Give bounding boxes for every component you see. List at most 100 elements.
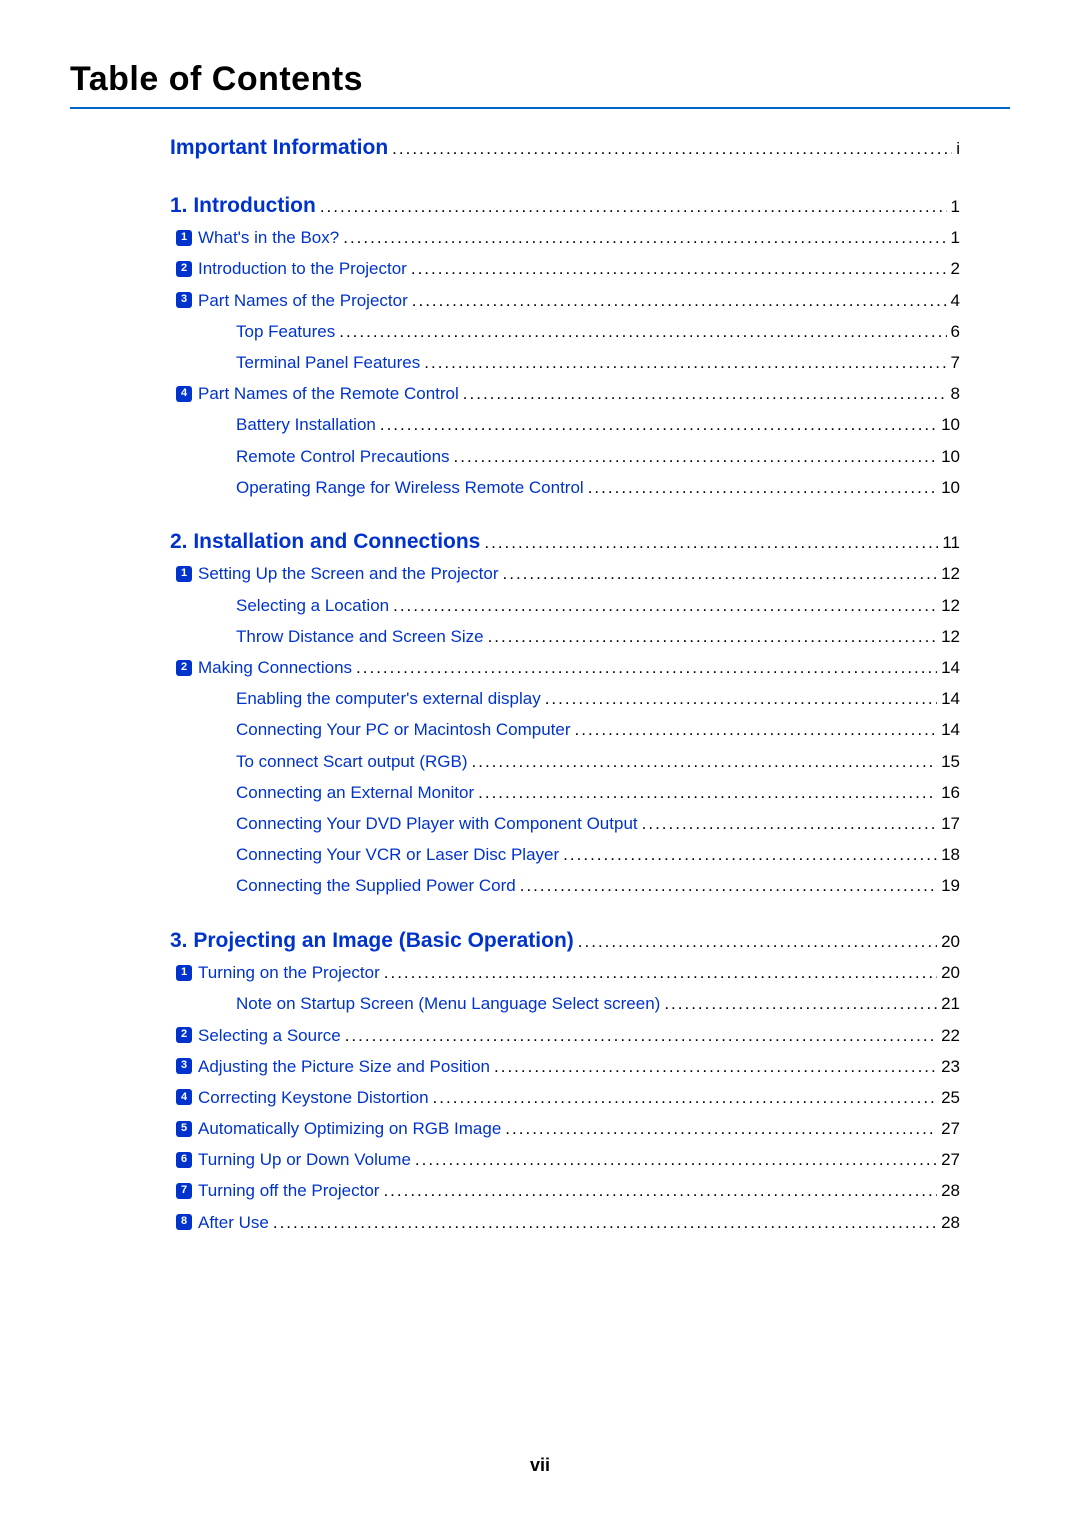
toc-entry-page: 14 [937,654,960,681]
toc-entry[interactable]: Throw Distance and Screen Size 12 [170,623,960,650]
toc-entry[interactable]: 7Turning off the Projector 28 [170,1177,960,1204]
toc-number-badge: 1 [176,230,192,246]
toc-entry-label: Important Information [170,131,392,165]
toc-number-badge: 8 [176,1214,192,1230]
toc-leaders [320,193,947,220]
toc-leaders [273,1209,937,1236]
toc-entry-label: Correcting Keystone Distortion [198,1084,433,1111]
toc-list: Important Information i 1. Introduction 1… [70,131,1010,1236]
toc-leaders [433,1084,938,1111]
toc-entry-page: 8 [947,380,960,407]
toc-number-badge: 1 [176,566,192,582]
toc-entry[interactable]: 2Selecting a Source 22 [170,1022,960,1049]
toc-entry[interactable]: 5Automatically Optimizing on RGB Image 2… [170,1115,960,1142]
toc-entry[interactable]: To connect Scart output (RGB) 15 [170,748,960,775]
page-number: vii [0,1455,1080,1476]
toc-entry[interactable]: 1 Setting Up the Screen and the Projector… [170,560,960,587]
toc-entry[interactable]: 2Making Connections 14 [170,654,960,681]
toc-leaders [411,255,947,282]
toc-entry-label: Selecting a Location [236,592,393,619]
toc-entry[interactable]: Connecting Your DVD Player with Componen… [170,810,960,837]
toc-leaders [664,990,937,1017]
toc-leaders [545,685,937,712]
toc-entry[interactable]: 2. Installation and Connections 11 [170,525,960,559]
toc-number-badge: 3 [176,1058,192,1074]
toc-entry-page: 10 [937,474,960,501]
toc-leaders [392,135,952,162]
toc-entry[interactable]: 8After Use 28 [170,1209,960,1236]
toc-leaders [520,872,937,899]
toc-entry[interactable]: Top Features 6 [170,318,960,345]
toc-leaders [424,349,946,376]
toc-leaders [380,411,937,438]
toc-leaders [642,810,937,837]
toc-entry-page: i [952,135,960,162]
toc-leaders [588,474,937,501]
toc-entry[interactable]: 4Part Names of the Remote Control 8 [170,380,960,407]
toc-leaders [412,287,947,314]
toc-entry-label: Automatically Optimizing on RGB Image [198,1115,505,1142]
toc-leaders [415,1146,937,1173]
toc-leaders [472,748,938,775]
toc-entry[interactable]: 3Part Names of the Projector 4 [170,287,960,314]
toc-entry-page: 11 [938,529,960,556]
toc-entry-label: Remote Control Precautions [236,443,454,470]
toc-leaders [454,443,938,470]
toc-entry-label: Connecting Your DVD Player with Componen… [236,810,642,837]
toc-entry[interactable]: 3 Adjusting the Picture Size and Position… [170,1053,960,1080]
toc-entry-page: 20 [937,928,960,955]
toc-number-badge: 6 [176,1152,192,1168]
toc-entry-label: Throw Distance and Screen Size [236,623,488,650]
toc-entry[interactable]: Operating Range for Wireless Remote Cont… [170,474,960,501]
toc-entry-label: Adjusting the Picture Size and Position [198,1053,494,1080]
toc-entry-label: Operating Range for Wireless Remote Cont… [236,474,588,501]
toc-entry[interactable]: Battery Installation 10 [170,411,960,438]
toc-entry-page: 12 [937,623,960,650]
toc-entry[interactable]: Terminal Panel Features 7 [170,349,960,376]
toc-entry[interactable]: Connecting the Supplied Power Cord 19 [170,872,960,899]
toc-entry[interactable]: Remote Control Precautions 10 [170,443,960,470]
toc-entry[interactable]: Selecting a Location 12 [170,592,960,619]
toc-entry[interactable]: Enabling the computer's external display… [170,685,960,712]
toc-entry[interactable]: 2Introduction to the Projector 2 [170,255,960,282]
toc-leaders [488,623,938,650]
toc-entry-label: Enabling the computer's external display [236,685,545,712]
toc-entry-page: 20 [937,959,960,986]
toc-entry[interactable]: Note on Startup Screen (Menu Language Se… [170,990,960,1017]
toc-leaders [356,654,937,681]
toc-entry-label: Setting Up the Screen and the Projector [198,560,503,587]
toc-entry[interactable]: 1 Turning on the Projector 20 [170,959,960,986]
toc-entry-page: 18 [937,841,960,868]
toc-entry-label: Connecting Your VCR or Laser Disc Player [236,841,563,868]
toc-entry-page: 12 [937,560,960,587]
toc-entry-page: 14 [937,716,960,743]
toc-entry[interactable]: Important Information i [170,131,960,165]
toc-number-badge: 1 [176,965,192,981]
toc-entry-label: To connect Scart output (RGB) [236,748,472,775]
toc-entry[interactable]: 3. Projecting an Image (Basic Operation)… [170,924,960,958]
toc-entry-page: 22 [937,1022,960,1049]
toc-entry-label: After Use [198,1209,273,1236]
toc-entry[interactable]: 1What's in the Box? 1 [170,224,960,251]
toc-entry[interactable]: Connecting an External Monitor 16 [170,779,960,806]
toc-entry-page: 12 [937,592,960,619]
toc-entry-label: Turning on the Projector [198,959,384,986]
toc-entry-label: Note on Startup Screen (Menu Language Se… [236,990,664,1017]
toc-entry-label: Introduction to the Projector [198,255,411,282]
toc-entry[interactable]: 1. Introduction 1 [170,189,960,223]
toc-entry-label: 2. Installation and Connections [170,525,484,559]
toc-entry-label: Connecting an External Monitor [236,779,478,806]
toc-entry[interactable]: Connecting Your VCR or Laser Disc Player… [170,841,960,868]
toc-number-badge: 5 [176,1121,192,1137]
toc-leaders [339,318,946,345]
toc-entry[interactable]: 4Correcting Keystone Distortion 25 [170,1084,960,1111]
toc-entry[interactable]: Connecting Your PC or Macintosh Computer… [170,716,960,743]
toc-entry[interactable]: 6 Turning Up or Down Volume 27 [170,1146,960,1173]
toc-entry-label: Turning Up or Down Volume [198,1146,415,1173]
toc-number-badge: 2 [176,1027,192,1043]
toc-entry-label: What's in the Box? [198,224,343,251]
toc-entry-page: 6 [947,318,960,345]
toc-entry-page: 27 [937,1146,960,1173]
toc-entry-page: 25 [937,1084,960,1111]
toc-entry-page: 17 [937,810,960,837]
